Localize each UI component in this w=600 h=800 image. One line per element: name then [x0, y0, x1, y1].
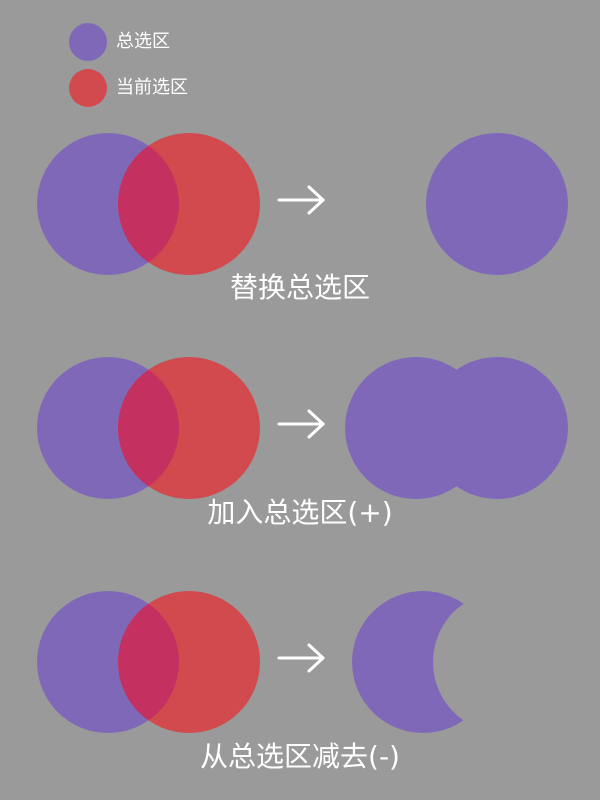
row-replace [37, 133, 568, 275]
row1-arrow-icon [277, 185, 325, 215]
legend-total-label: 总选区 [116, 31, 170, 52]
row-subtract [37, 591, 494, 733]
legend-current-label: 当前选区 [116, 77, 188, 98]
row3-overlap-region [118, 591, 179, 733]
row2-overlap-region [118, 357, 179, 499]
caption-subtract: 从总选区减去(-) [200, 740, 400, 773]
row2-arrow-icon [277, 409, 325, 439]
row-union [37, 357, 568, 499]
row1-result-selection [426, 133, 568, 275]
row1-overlap-region [118, 133, 179, 275]
row2-result-selection [345, 357, 568, 499]
legend-total-swatch [69, 23, 107, 61]
caption-replace: 替换总选区 [229, 271, 370, 304]
caption-union: 加入总选区(+) [207, 496, 393, 529]
row3-arrow-icon [277, 643, 325, 673]
legend-current-swatch [69, 69, 107, 107]
row3-result-crescent [352, 591, 494, 733]
